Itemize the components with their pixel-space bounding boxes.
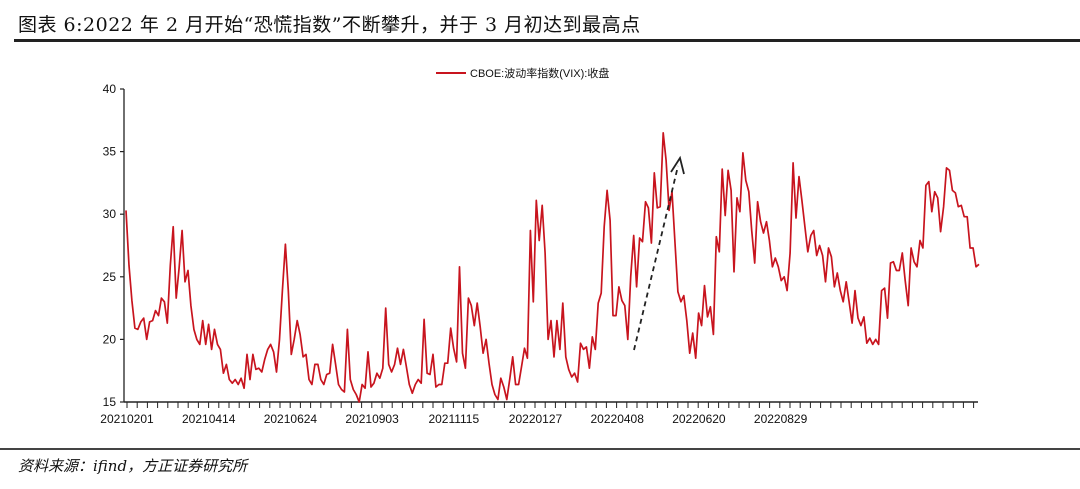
x-tick-label: 20210201 xyxy=(100,412,154,426)
legend: CBOE:波动率指数(VIX):收盘 xyxy=(436,66,609,80)
footer-rule xyxy=(0,448,1080,450)
y-tick-label: 30 xyxy=(103,207,117,221)
axes: 40 35 30 25 20 15 20210201 20210414 20210624 2021… xyxy=(100,82,978,426)
x-tick-label: 20210624 xyxy=(264,412,318,426)
y-tick-label: 15 xyxy=(103,395,117,409)
x-tick-label: 20210414 xyxy=(182,412,236,426)
x-tick-label: 20220829 xyxy=(754,412,808,426)
x-tick-label: 20220620 xyxy=(672,412,726,426)
x-tick-label: 20220408 xyxy=(591,412,645,426)
y-tick-label: 35 xyxy=(103,145,117,159)
trend-arrow-shaft xyxy=(633,165,679,351)
trend-arrow xyxy=(633,155,685,351)
title-rule xyxy=(14,39,1080,42)
x-tick-label: 20220127 xyxy=(509,412,563,426)
source-note: 资料来源：ifind，方正证券研究所 xyxy=(18,457,248,475)
legend-label: CBOE:波动率指数(VIX):收盘 xyxy=(470,66,609,80)
chart-title: 图表 6:2022 年 2 月开始“恐慌指数”不断攀升，并于 3 月初达到最高点 xyxy=(18,14,641,36)
vix-series-line xyxy=(125,131,980,403)
y-tick-label: 20 xyxy=(103,332,117,346)
y-tick-label: 25 xyxy=(103,270,117,284)
x-tick-label: 20210903 xyxy=(345,412,399,426)
y-tick-label: 40 xyxy=(103,82,117,96)
trend-arrow-head xyxy=(670,155,685,175)
x-tick-label: 20211115 xyxy=(428,412,479,426)
